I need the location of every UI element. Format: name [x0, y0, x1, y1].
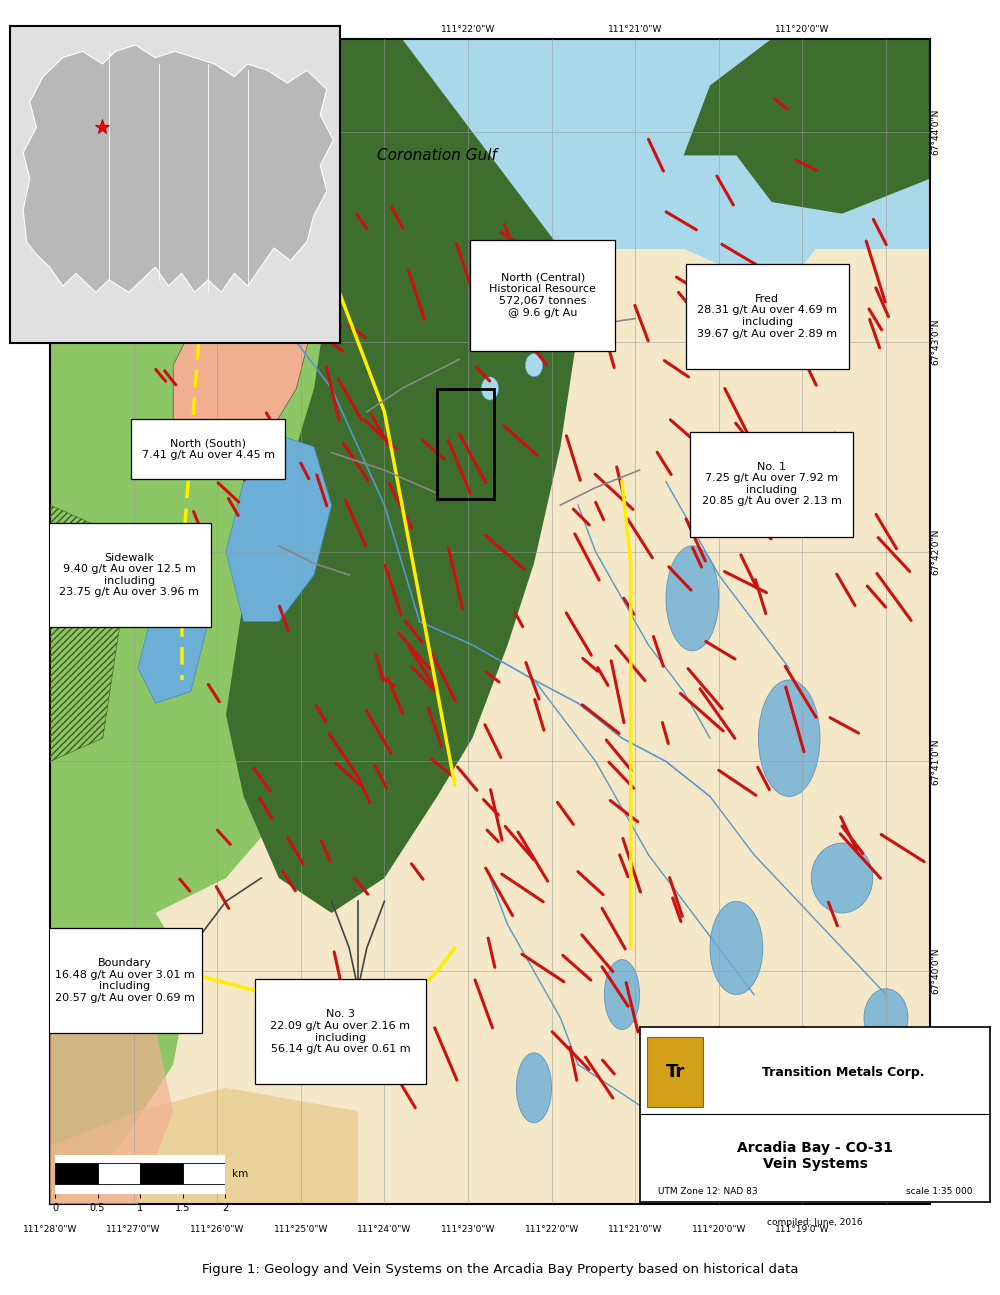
Ellipse shape — [516, 1053, 552, 1123]
Text: North (Central)
Historical Resource
572,067 tonnes
@ 9.6 g/t Au: North (Central) Historical Resource 572,… — [489, 273, 596, 317]
Polygon shape — [50, 1088, 358, 1204]
Text: Coronation Gulf: Coronation Gulf — [377, 148, 497, 163]
Text: UTM Zone 12: NAD 83: UTM Zone 12: NAD 83 — [658, 1186, 757, 1195]
Text: 67°42'0"N: 67°42'0"N — [932, 528, 941, 575]
Polygon shape — [50, 913, 191, 1204]
Polygon shape — [684, 39, 930, 214]
Text: 111°20'0"W: 111°20'0"W — [775, 25, 830, 34]
FancyBboxPatch shape — [686, 264, 849, 369]
Bar — [140, 1163, 182, 1184]
Text: 111°20'0"W: 111°20'0"W — [692, 1225, 746, 1234]
Text: 111°25'0"W: 111°25'0"W — [274, 1225, 328, 1234]
Polygon shape — [50, 39, 446, 913]
Text: Boundary
16.48 g/t Au over 3.01 m
including
20.57 g/t Au over 0.69 m: Boundary 16.48 g/t Au over 3.01 m includ… — [55, 958, 195, 1002]
Text: 111°23'0"W: 111°23'0"W — [441, 1225, 495, 1234]
Text: 111°24'0"W: 111°24'0"W — [106, 25, 161, 34]
Bar — [437, 388, 494, 500]
Text: scale 1:35 000: scale 1:35 000 — [906, 1186, 972, 1195]
Text: 111°27'0"W: 111°27'0"W — [106, 1225, 161, 1234]
Text: 111°28'0"W: 111°28'0"W — [23, 1225, 77, 1234]
FancyBboxPatch shape — [48, 523, 211, 628]
Text: 67°44'0"N: 67°44'0"N — [932, 109, 941, 155]
FancyBboxPatch shape — [690, 431, 853, 536]
Bar — [55, 1163, 98, 1184]
Polygon shape — [50, 995, 173, 1204]
Text: km: km — [232, 1169, 248, 1178]
Text: 111°22'0"W: 111°22'0"W — [441, 25, 495, 34]
Ellipse shape — [587, 307, 604, 330]
Text: 67°43'0"N: 67°43'0"N — [932, 319, 941, 365]
Ellipse shape — [481, 377, 499, 400]
FancyBboxPatch shape — [48, 929, 202, 1033]
Polygon shape — [138, 575, 208, 703]
Text: 111°22'0"W: 111°22'0"W — [524, 1225, 579, 1234]
Ellipse shape — [758, 680, 820, 796]
Text: 111°26'0"W: 111°26'0"W — [190, 1225, 244, 1234]
Polygon shape — [226, 435, 332, 622]
Bar — [98, 1163, 140, 1184]
Ellipse shape — [666, 546, 719, 651]
Text: 111°23'0"W: 111°23'0"W — [274, 25, 328, 34]
Ellipse shape — [811, 843, 873, 913]
Text: No. 1
7.25 g/t Au over 7.92 m
including
20.85 g/t Au over 2.13 m: No. 1 7.25 g/t Au over 7.92 m including … — [702, 462, 842, 506]
Polygon shape — [173, 249, 314, 470]
Polygon shape — [296, 39, 930, 249]
Text: Tr: Tr — [665, 1063, 685, 1081]
FancyBboxPatch shape — [647, 1037, 703, 1107]
Polygon shape — [666, 132, 842, 272]
Polygon shape — [50, 39, 208, 249]
Text: Transition Metals Corp.: Transition Metals Corp. — [762, 1066, 924, 1079]
Text: 111°21'0"W: 111°21'0"W — [608, 25, 662, 34]
FancyBboxPatch shape — [470, 240, 615, 351]
FancyBboxPatch shape — [131, 418, 285, 479]
Text: 111°21'0"W: 111°21'0"W — [608, 1225, 662, 1234]
Ellipse shape — [710, 901, 763, 995]
Text: 111°19'0"W: 111°19'0"W — [775, 1225, 830, 1234]
Text: North (South)
7.41 g/t Au over 4.45 m: North (South) 7.41 g/t Au over 4.45 m — [142, 438, 275, 460]
Polygon shape — [23, 45, 333, 293]
Text: No. 3
22.09 g/t Au over 2.16 m
including
56.14 g/t Au over 0.61 m: No. 3 22.09 g/t Au over 2.16 m including… — [270, 1010, 410, 1054]
FancyBboxPatch shape — [255, 979, 426, 1084]
Text: Figure 1: Geology and Vein Systems on the Arcadia Bay Property based on historic: Figure 1: Geology and Vein Systems on th… — [202, 1263, 798, 1276]
Text: compiled: June, 2016: compiled: June, 2016 — [767, 1219, 863, 1228]
Bar — [182, 1163, 225, 1184]
Text: 67°41'0"N: 67°41'0"N — [932, 738, 941, 785]
Text: Fred
28.31 g/t Au over 4.69 m
including
39.67 g/t Au over 2.89 m: Fred 28.31 g/t Au over 4.69 m including … — [697, 294, 837, 338]
Ellipse shape — [525, 354, 543, 377]
Polygon shape — [226, 39, 578, 913]
Text: 111°24'0"W: 111°24'0"W — [357, 1225, 412, 1234]
Ellipse shape — [864, 989, 908, 1046]
Ellipse shape — [604, 960, 640, 1030]
Text: Sidewalk
9.40 g/t Au over 12.5 m
including
23.75 g/t Au over 3.96 m: Sidewalk 9.40 g/t Au over 12.5 m includi… — [59, 553, 199, 597]
Text: 67°40'0"N: 67°40'0"N — [932, 948, 941, 995]
Text: Arcadia Bay - CO-31
Vein Systems: Arcadia Bay - CO-31 Vein Systems — [737, 1141, 893, 1172]
